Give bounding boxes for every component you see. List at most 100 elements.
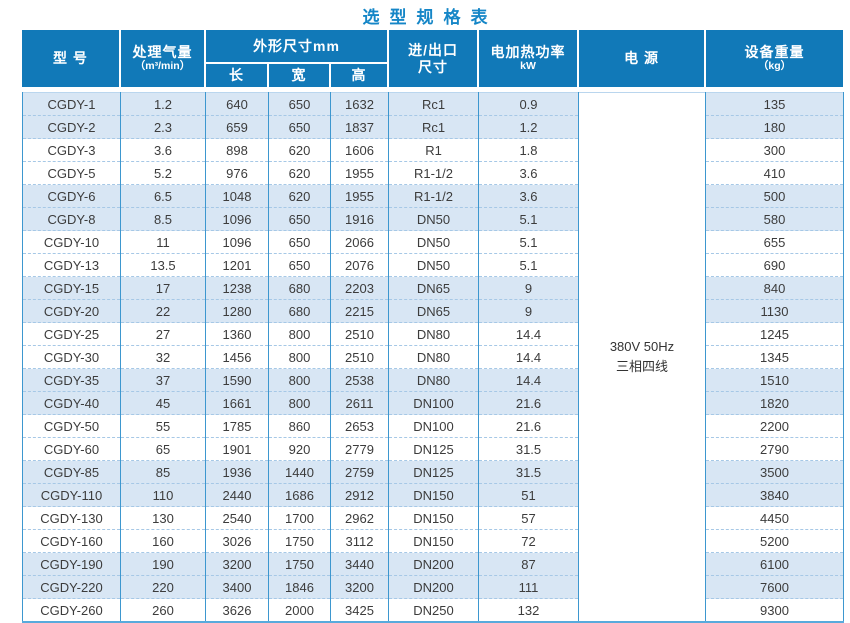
cell-length: 2440 — [205, 483, 269, 507]
cell-model: CGDY-130 — [22, 506, 121, 530]
cell-model: CGDY-85 — [22, 460, 121, 484]
table-row: CGDY-130 130 2540 1700 2962 DN150 57 4450 — [22, 506, 844, 530]
cell-width: 1750 — [268, 552, 331, 576]
cell-weight: 840 — [705, 276, 844, 300]
cell-length: 898 — [205, 138, 269, 162]
cell-airflow: 2.3 — [120, 115, 206, 139]
table-row: CGDY-15 17 1238 680 2203 DN65 9 840 — [22, 276, 844, 300]
cell-airflow: 85 — [120, 460, 206, 484]
header-weight-unit: （kg） — [757, 60, 792, 73]
cell-length: 2540 — [205, 506, 269, 530]
cell-length: 3626 — [205, 598, 269, 623]
cell-height: 2066 — [330, 230, 389, 254]
table-row: CGDY-260 260 3626 2000 3425 DN250 132 9300 — [22, 598, 844, 623]
cell-weight: 6100 — [705, 552, 844, 576]
table-row: CGDY-5 5.2 976 620 1955 R1-1/2 3.6 410 — [22, 161, 844, 185]
cell-model: CGDY-1 — [22, 92, 121, 116]
cell-width: 1846 — [268, 575, 331, 599]
cell-airflow: 110 — [120, 483, 206, 507]
table-row: CGDY-85 85 1936 1440 2759 DN125 31.5 3500 — [22, 460, 844, 484]
table-row: CGDY-25 27 1360 800 2510 DN80 14.4 1245 — [22, 322, 844, 346]
cell-weight: 4450 — [705, 506, 844, 530]
cell-airflow: 8.5 — [120, 207, 206, 231]
table-row: CGDY-110 110 2440 1686 2912 DN150 51 3840 — [22, 483, 844, 507]
cell-length: 1661 — [205, 391, 269, 415]
header-port: 进/出口 尺寸 — [388, 30, 480, 87]
table-row: CGDY-35 37 1590 800 2538 DN80 14.4 1510 — [22, 368, 844, 392]
cell-airflow: 130 — [120, 506, 206, 530]
cell-width: 650 — [268, 230, 331, 254]
cell-height: 2611 — [330, 391, 389, 415]
cell-height: 3440 — [330, 552, 389, 576]
cell-length: 640 — [205, 92, 269, 116]
cell-width: 800 — [268, 391, 331, 415]
header-airflow-label: 处理气量 — [132, 44, 193, 61]
header-dimensions: 外形尺寸mm — [205, 30, 390, 64]
cell-model: CGDY-220 — [22, 575, 121, 599]
cell-port: DN150 — [388, 506, 479, 530]
cell-heater-kw: 132 — [478, 598, 579, 623]
cell-weight: 690 — [705, 253, 844, 277]
cell-heater-kw: 72 — [478, 529, 579, 553]
cell-height: 3200 — [330, 575, 389, 599]
cell-model: CGDY-2 — [22, 115, 121, 139]
cell-airflow: 11 — [120, 230, 206, 254]
table-row: CGDY-1 1.2 640 650 1632 Rc1 0.9 380V 50Hz 三相四线 13… — [22, 92, 844, 623]
table-row: CGDY-8 8.5 1096 650 1916 DN50 5.1 580 — [22, 207, 844, 231]
cell-weight: 5200 — [705, 529, 844, 553]
header-model-label: 型 号 — [53, 50, 88, 67]
cell-width: 1700 — [268, 506, 331, 530]
table-row: CGDY-10 11 1096 650 2066 DN50 5.1 655 — [22, 230, 844, 254]
cell-weight: 9300 — [705, 598, 844, 623]
cell-airflow: 27 — [120, 322, 206, 346]
header-power: 电 源 — [578, 30, 707, 87]
cell-heater-kw: 5.1 — [478, 207, 579, 231]
cell-port: DN150 — [388, 483, 479, 507]
cell-width: 860 — [268, 414, 331, 438]
cell-width: 620 — [268, 161, 331, 185]
cell-port: DN50 — [388, 253, 479, 277]
cell-height: 1632 — [330, 92, 389, 116]
table-row: CGDY-60 65 1901 920 2779 DN125 31.5 2790 — [22, 437, 844, 461]
cell-heater-kw: 3.6 — [478, 184, 579, 208]
header-height-label: 高 — [351, 67, 367, 84]
cell-width: 620 — [268, 184, 331, 208]
cell-port: DN80 — [388, 322, 479, 346]
table-body: CGDY-1 1.2 640 650 1632 Rc1 0.9 380V 50Hz 三相四线 13… — [22, 92, 844, 623]
header-width-label: 宽 — [291, 67, 307, 84]
cell-weight: 1510 — [705, 368, 844, 392]
cell-airflow: 45 — [120, 391, 206, 415]
header-weight: 设备重量 （kg） — [705, 30, 844, 87]
cell-height: 1837 — [330, 115, 389, 139]
cell-port: DN65 — [388, 299, 479, 323]
cell-heater-kw: 9 — [478, 276, 579, 300]
cell-port: DN80 — [388, 368, 479, 392]
cell-heater-kw: 87 — [478, 552, 579, 576]
cell-heater-kw: 1.8 — [478, 138, 579, 162]
cell-port: DN65 — [388, 276, 479, 300]
header-dimensions-label: 外形尺寸mm — [253, 37, 340, 54]
cell-heater-kw: 21.6 — [478, 414, 579, 438]
cell-length: 1456 — [205, 345, 269, 369]
cell-weight: 3500 — [705, 460, 844, 484]
cell-height: 2962 — [330, 506, 389, 530]
header-heater: 电加热功率 kW — [478, 30, 580, 87]
cell-length: 1360 — [205, 322, 269, 346]
cell-heater-kw: 3.6 — [478, 161, 579, 185]
cell-port: DN250 — [388, 598, 479, 623]
cell-heater-kw: 1.2 — [478, 115, 579, 139]
cell-heater-kw: 31.5 — [478, 437, 579, 461]
header-length-label: 长 — [229, 67, 244, 84]
cell-length: 1201 — [205, 253, 269, 277]
cell-heater-kw: 14.4 — [478, 345, 579, 369]
cell-length: 1048 — [205, 184, 269, 208]
cell-weight: 1245 — [705, 322, 844, 346]
cell-model: CGDY-30 — [22, 345, 121, 369]
cell-length: 1096 — [205, 230, 269, 254]
table-row: CGDY-50 55 1785 860 2653 DN100 21.6 2200 — [22, 414, 844, 438]
cell-heater-kw: 5.1 — [478, 253, 579, 277]
cell-height: 2215 — [330, 299, 389, 323]
cell-airflow: 65 — [120, 437, 206, 461]
cell-weight: 1345 — [705, 345, 844, 369]
header-weight-label: 设备重量 — [744, 44, 805, 61]
